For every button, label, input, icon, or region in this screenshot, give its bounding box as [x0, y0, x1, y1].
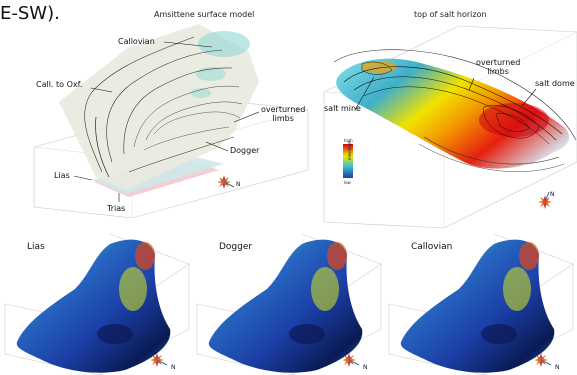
- surface-model-title: Amsittene surface model: [154, 10, 255, 19]
- legend-high-label: high: [344, 138, 353, 143]
- north-arrow-icon: [150, 353, 168, 367]
- ridge-callovian: [503, 267, 531, 311]
- bottom-label-callovian: Callovian: [411, 242, 453, 252]
- bottom-north-label-dogger: N: [363, 364, 368, 371]
- salt-label-salt-dome: salt dome: [535, 79, 575, 88]
- label-trias: Trias: [107, 204, 126, 213]
- salt-horizon-panel: top of salt horizon: [323, 10, 577, 229]
- salt-label-overturned-limbs: overturned limbs: [476, 58, 521, 76]
- bottom-label-dogger: Dogger: [219, 242, 253, 252]
- bottom-label-lias: Lias: [27, 242, 45, 252]
- label-overturned-limbs: overturned limbs: [261, 105, 306, 123]
- surface-block-lias: [4, 233, 190, 375]
- salt-label-salt-mine: salt mine: [324, 104, 361, 113]
- bottom-north-label-callovian: N: [555, 364, 560, 371]
- surface-block-dogger: [196, 233, 382, 375]
- ridge-lias: [119, 267, 147, 311]
- caption-fragment: E-SW).: [0, 3, 60, 24]
- trough-lias: [97, 324, 133, 344]
- salt-horizon-graphic: [323, 25, 577, 229]
- label-lias: Lias: [54, 171, 70, 180]
- north-arrow-icon: [342, 353, 360, 367]
- hotspot-callovian: [519, 242, 539, 270]
- north-arrow-icon: [217, 175, 235, 189]
- ridge-dogger: [311, 267, 339, 311]
- salt-horizon-title: top of salt horizon: [414, 10, 487, 19]
- bottom-north-label-lias: N: [171, 364, 176, 371]
- label-callovian: Callovian: [118, 37, 155, 46]
- label-call-to-oxf: Call. to Oxf.: [36, 80, 83, 89]
- north-arrow-icon: [534, 353, 552, 367]
- trough-callovian: [481, 324, 517, 344]
- north-label: N: [236, 181, 241, 188]
- label-dogger: Dogger: [230, 146, 260, 155]
- surface-block-callovian: [388, 233, 574, 375]
- trough-dogger: [289, 324, 325, 344]
- salt-north-label: N: [550, 191, 555, 198]
- surface-model-panel: Amsittene surface model Callovian C: [33, 10, 309, 219]
- legend-low-label: low: [344, 180, 351, 185]
- hotspot-lias: [135, 242, 155, 270]
- surface-model-graphic: [33, 24, 309, 219]
- salt-north-arrow-icon: [538, 191, 552, 209]
- hotspot-dogger: [327, 242, 347, 270]
